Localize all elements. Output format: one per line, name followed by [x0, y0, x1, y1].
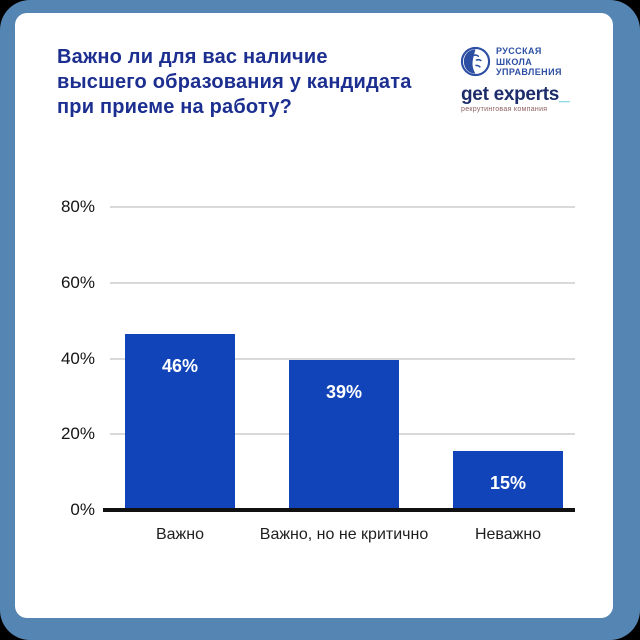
x-tick-label-Неважно: Неважно — [474, 526, 542, 543]
x-axis-line — [103, 508, 575, 512]
rsu-line1: РУССКАЯ — [496, 46, 542, 56]
gridline-60% — [110, 281, 575, 284]
bar-value-label: 46% — [161, 355, 199, 376]
bar-value-label: 39% — [325, 382, 363, 403]
rsu-globe-face-icon — [460, 46, 491, 77]
y-tick-label-40%: 40% — [60, 348, 95, 368]
x-tick-label-Важно: Важно — [155, 526, 204, 543]
infographic-card: Важно ли для вас наличие высшего образов… — [15, 13, 613, 618]
rsu-line2: ШКОЛА — [496, 56, 533, 67]
logo-block: РУССКАЯ ШКОЛА УПРАВЛЕНИЯ get experts_ ре… — [460, 46, 585, 113]
y-tick-label-20%: 20% — [60, 424, 95, 444]
bar-Важно, но не критично: 39% — [289, 360, 399, 508]
bar-Важно: 46% — [125, 333, 235, 508]
bar-value-label: 15% — [489, 473, 527, 494]
get-experts-name: get experts — [461, 83, 560, 105]
y-tick-label-80%: 80% — [60, 197, 95, 216]
gridline-40% — [110, 357, 575, 360]
rsu-logo: РУССКАЯ ШКОЛА УПРАВЛЕНИЯ — [460, 46, 585, 78]
bar-chart: 0% 20% 40% 60% 80% 46% Важно 39% Важно, но не кр… — [15, 13, 613, 618]
chart-title: Важно ли для вас наличие высшего образов… — [57, 46, 412, 118]
y-tick-label-60%: 60% — [60, 272, 95, 292]
get-experts-logo: get experts_ рекрутинговая компания — [460, 85, 585, 113]
get-experts-cursor: _ — [559, 83, 570, 105]
gridline-80% — [110, 206, 575, 208]
x-tick-label-Важно, но не критично: Важно, но не критично — [259, 526, 429, 543]
get-experts-wordmark: get experts_ — [461, 85, 585, 104]
rsu-line3: УПРАВЛЕНИЯ — [496, 67, 562, 77]
rsu-logo-text: РУССКАЯ ШКОЛА УПРАВЛЕНИЯ — [496, 46, 562, 78]
y-tick-label-0%: 0% — [70, 500, 95, 519]
bar-Неважно: 15% — [453, 451, 563, 508]
get-experts-tagline: рекрутинговая компания — [461, 105, 548, 113]
